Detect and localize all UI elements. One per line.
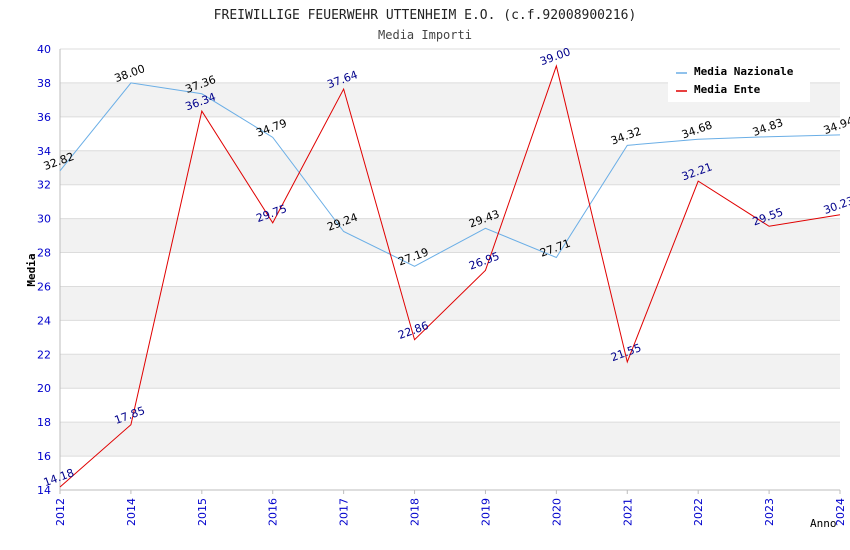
axes (59, 49, 841, 494)
y-tick-label: 36 (37, 111, 51, 124)
series-lines (59, 64, 841, 488)
x-tick-label: 2017 (338, 498, 351, 526)
x-tick-label: 2020 (550, 498, 563, 526)
legend-label-media-nazionale: Media Nazionale (694, 65, 794, 78)
x-tick-label: 2024 (834, 498, 847, 526)
x-tick-label: 2021 (621, 498, 634, 526)
y-tick-label: 26 (37, 280, 51, 293)
x-tick-label: 2022 (692, 498, 705, 526)
x-tick-labels: 2012 2014 2015 2016 2017 2018 2019 2020 2021 2022… (54, 498, 847, 526)
legend: Media Nazionale Media Ente (668, 60, 810, 102)
chart-title: FREIWILLIGE FEUERWEHR UTTENHEIM E.O. (c.… (214, 8, 637, 23)
plot-band (60, 252, 840, 287)
y-tick-labels: 14 16 18 20 22 24 26 28 30 32 34 36 38 40 (37, 43, 51, 497)
legend-label-media-ente: Media Ente (694, 83, 761, 96)
y-axis-label: Media (25, 253, 38, 286)
y-tick-label: 32 (37, 179, 51, 192)
x-tick-label: 2016 (267, 498, 280, 526)
y-tick-label: 38 (37, 77, 51, 90)
y-tick-label: 18 (37, 416, 51, 429)
y-tick-label: 40 (37, 43, 51, 56)
x-tick-label: 2015 (196, 498, 209, 526)
plot-band (60, 422, 840, 457)
x-tick-label: 2019 (479, 498, 492, 526)
plot-band (60, 354, 840, 389)
x-tick-label: 2012 (54, 498, 67, 526)
x-tick-label: 2018 (409, 498, 422, 526)
plot-band (60, 286, 840, 321)
x-tick-label: 2014 (125, 498, 138, 526)
x-tick-label: 2023 (763, 498, 776, 526)
legend-box (668, 60, 810, 102)
y-tick-label: 34 (37, 145, 51, 158)
y-tick-label: 16 (37, 450, 51, 463)
plot-band (60, 388, 840, 423)
plot-background (60, 49, 840, 490)
plot-band (60, 150, 840, 185)
y-tick-label: 20 (37, 382, 51, 395)
y-tick-label: 28 (37, 247, 51, 260)
plot-band (60, 320, 840, 355)
x-axis-label: Anno (810, 517, 837, 530)
plot-band (60, 456, 840, 490)
y-tick-label: 14 (37, 484, 51, 497)
plot-band (60, 184, 840, 219)
y-tick-label: 30 (37, 213, 51, 226)
y-tick-label: 24 (37, 314, 51, 327)
y-tick-label: 22 (37, 348, 51, 361)
series-line-media-ente (59, 64, 841, 488)
chart-subtitle: Media Importi (378, 28, 472, 42)
plot-band (60, 116, 840, 151)
series-line-media-nazionale (59, 82, 841, 267)
